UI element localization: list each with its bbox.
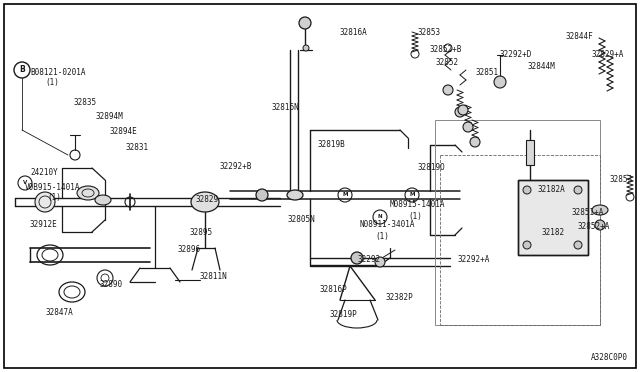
Text: 32835: 32835 xyxy=(73,98,96,107)
Text: 32895: 32895 xyxy=(190,228,213,237)
Text: 32852+B: 32852+B xyxy=(430,45,462,54)
Text: (1): (1) xyxy=(408,212,422,221)
Text: 32896: 32896 xyxy=(178,245,201,254)
Text: B: B xyxy=(19,65,25,74)
Circle shape xyxy=(595,220,605,230)
Text: 32805N: 32805N xyxy=(288,215,316,224)
Text: 32811N: 32811N xyxy=(200,272,228,281)
Text: 32851+A: 32851+A xyxy=(572,208,604,217)
Circle shape xyxy=(299,17,311,29)
Text: 32292+B: 32292+B xyxy=(220,162,252,171)
Text: 32292+A: 32292+A xyxy=(458,255,490,264)
Circle shape xyxy=(523,186,531,194)
Text: 32831: 32831 xyxy=(125,143,148,152)
Text: 32852+A: 32852+A xyxy=(577,222,609,231)
Text: 32894M: 32894M xyxy=(95,112,123,121)
Text: 32292: 32292 xyxy=(358,255,381,264)
Circle shape xyxy=(351,252,363,264)
Ellipse shape xyxy=(592,205,608,215)
Text: 32182A: 32182A xyxy=(538,185,566,194)
Text: M: M xyxy=(409,192,415,198)
Ellipse shape xyxy=(77,186,99,200)
Text: 32829+A: 32829+A xyxy=(592,50,625,59)
Text: 32819B: 32819B xyxy=(318,140,346,149)
Text: (1): (1) xyxy=(375,232,389,241)
Text: 32829: 32829 xyxy=(195,195,218,204)
Bar xyxy=(526,140,534,165)
Circle shape xyxy=(463,122,473,132)
Text: 32382P: 32382P xyxy=(385,293,413,302)
Text: 32844M: 32844M xyxy=(527,62,555,71)
Text: V0B915-1401A: V0B915-1401A xyxy=(25,183,81,192)
Text: (1): (1) xyxy=(45,78,59,87)
Circle shape xyxy=(574,241,582,249)
Ellipse shape xyxy=(95,195,111,205)
Text: 32819O: 32819O xyxy=(418,163,445,172)
Text: 32816A: 32816A xyxy=(340,28,368,37)
Circle shape xyxy=(256,189,268,201)
Circle shape xyxy=(470,137,480,147)
Circle shape xyxy=(494,76,506,88)
Circle shape xyxy=(574,186,582,194)
Text: 32847A: 32847A xyxy=(45,308,73,317)
Text: 24210Y: 24210Y xyxy=(30,168,58,177)
Bar xyxy=(518,180,588,255)
Circle shape xyxy=(523,241,531,249)
Circle shape xyxy=(455,107,465,117)
Bar xyxy=(518,180,588,255)
Circle shape xyxy=(443,85,453,95)
Text: B08121-0201A: B08121-0201A xyxy=(30,68,86,77)
Text: N08911-3401A: N08911-3401A xyxy=(360,220,415,229)
Ellipse shape xyxy=(287,190,303,200)
Text: (1): (1) xyxy=(47,193,61,202)
Text: 32890: 32890 xyxy=(100,280,123,289)
Ellipse shape xyxy=(191,192,219,212)
Text: 32912E: 32912E xyxy=(30,220,58,229)
Text: 32894E: 32894E xyxy=(110,127,138,136)
Text: 32182: 32182 xyxy=(542,228,565,237)
Circle shape xyxy=(458,105,468,115)
Text: M08915-1401A: M08915-1401A xyxy=(390,200,445,209)
Text: A328C0P0: A328C0P0 xyxy=(591,353,628,362)
Text: 32851: 32851 xyxy=(475,68,498,77)
Text: 32819P: 32819P xyxy=(330,310,358,319)
Circle shape xyxy=(35,192,55,212)
Text: 32852: 32852 xyxy=(435,58,458,67)
Text: 32292+D: 32292+D xyxy=(500,50,532,59)
Bar xyxy=(435,120,600,325)
Circle shape xyxy=(375,257,385,267)
Text: 32816N: 32816N xyxy=(272,103,300,112)
Text: 32816P: 32816P xyxy=(320,285,348,294)
Text: 32853: 32853 xyxy=(418,28,441,37)
Circle shape xyxy=(303,45,309,51)
Text: 32844F: 32844F xyxy=(565,32,593,41)
Text: N: N xyxy=(378,215,382,219)
Text: M: M xyxy=(342,192,348,198)
Text: V: V xyxy=(23,180,27,186)
Text: 32853: 32853 xyxy=(610,175,633,184)
